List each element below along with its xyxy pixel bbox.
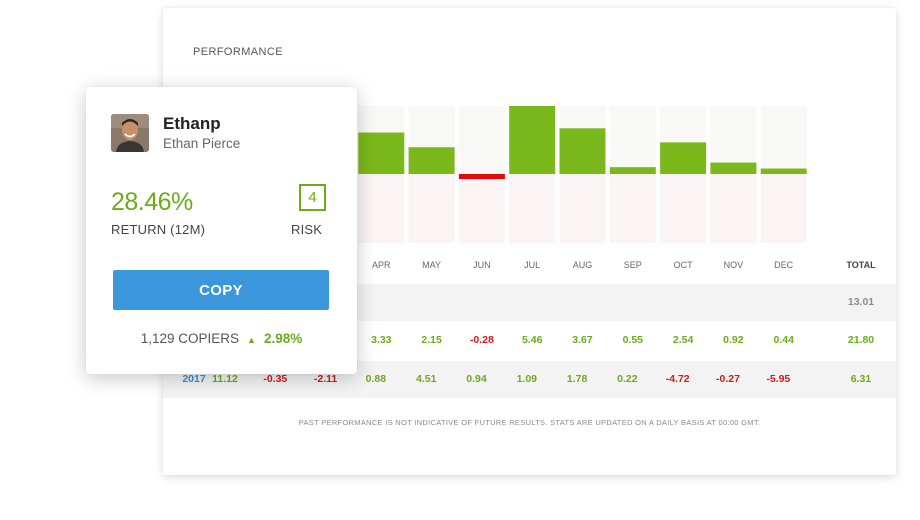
caret-up-icon: ▲	[247, 335, 256, 345]
bar-background-negative	[408, 174, 455, 243]
month-label: DEC	[774, 260, 794, 270]
username[interactable]: Ethanp	[163, 114, 221, 133]
table-cell: 0.44	[773, 334, 794, 346]
month-label: APR	[372, 260, 391, 270]
table-cell: 4.51	[415, 373, 437, 385]
copiers-count: 1,129 COPIERS	[140, 331, 240, 346]
table-cell: -5.95	[766, 373, 791, 385]
bar-may[interactable]	[408, 147, 455, 174]
bar-apr[interactable]	[358, 132, 405, 174]
month-label: JUN	[473, 260, 491, 270]
row-total: 6.31	[850, 373, 872, 385]
bar-background-negative	[609, 174, 656, 243]
full-name: Ethan Pierce	[163, 136, 241, 151]
risk-score-badge: 4	[299, 184, 326, 211]
bar-sep[interactable]	[609, 167, 656, 174]
bar-background-negative	[509, 174, 556, 243]
month-label: AUG	[572, 260, 593, 270]
table-cell: -2.11	[313, 373, 338, 385]
bar-background-positive	[609, 106, 656, 174]
month-label: NOV	[723, 260, 744, 270]
table-cell: 0.92	[723, 334, 744, 346]
table-cell: 0.22	[617, 373, 638, 385]
bar-background-positive	[760, 106, 807, 174]
bar-nov[interactable]	[710, 162, 757, 174]
row-total: 13.01	[847, 296, 875, 308]
trader-card: Ethanp Ethan Pierce 28.46% RETURN (12M) …	[86, 87, 357, 374]
bar-dec[interactable]	[760, 168, 807, 174]
year-link[interactable]: 2017	[182, 373, 206, 385]
table-cell: 1.09	[516, 373, 538, 385]
table-cell: 3.33	[371, 334, 392, 346]
bar-jun[interactable]	[458, 174, 505, 179]
copy-button[interactable]: COPY	[113, 270, 329, 310]
bar-background-negative	[358, 174, 405, 243]
bar-background-negative	[458, 174, 505, 243]
bar-aug[interactable]	[559, 128, 606, 174]
bar-background-negative	[559, 174, 606, 243]
bar-oct[interactable]	[660, 142, 707, 174]
month-label: SEP	[623, 260, 642, 270]
table-cell: 2.54	[672, 334, 694, 346]
table-cell: -4.72	[665, 373, 690, 385]
table-cell: 1.78	[566, 373, 588, 385]
table-cell: 5.46	[521, 334, 543, 346]
table-cell: 0.94	[466, 373, 487, 385]
bar-background-negative	[760, 174, 807, 243]
table-cell: -0.28	[469, 334, 494, 346]
performance-panel: PERFORMANCE RAPRMAYJUNJULAUGSEPOCTNOVDEC…	[163, 8, 896, 475]
table-cell: 0.88	[365, 373, 387, 385]
return-label: RETURN (12M)	[111, 222, 206, 237]
table-cell: 11.12	[212, 373, 238, 385]
table-cell: -0.27	[716, 373, 740, 385]
table-cell: 2.15	[421, 334, 442, 346]
total-header: TOTAL	[846, 260, 876, 270]
table-cell: -0.35	[263, 373, 288, 385]
performance-title: PERFORMANCE	[193, 46, 283, 58]
return-value: 28.46%	[111, 188, 193, 216]
month-label: OCT	[673, 260, 693, 270]
risk-label: RISK	[291, 222, 323, 237]
table-cell: 0.55	[622, 334, 644, 346]
bar-background-negative	[710, 174, 757, 243]
bar-background-negative	[660, 174, 707, 243]
bar-background-positive	[458, 106, 505, 174]
month-label: MAY	[422, 260, 442, 270]
table-cell: 3.67	[572, 334, 593, 346]
copiers-summary: 1,129 COPIERS ▲ 2.98%	[86, 331, 357, 346]
avatar[interactable]	[111, 114, 149, 152]
month-label: JUL	[524, 260, 541, 270]
bar-jul[interactable]	[509, 106, 556, 174]
copiers-change: 2.98%	[263, 331, 303, 346]
disclaimer: PAST PERFORMANCE IS NOT INDICATIVE OF FU…	[298, 418, 761, 427]
row-total: 21.80	[847, 334, 875, 346]
